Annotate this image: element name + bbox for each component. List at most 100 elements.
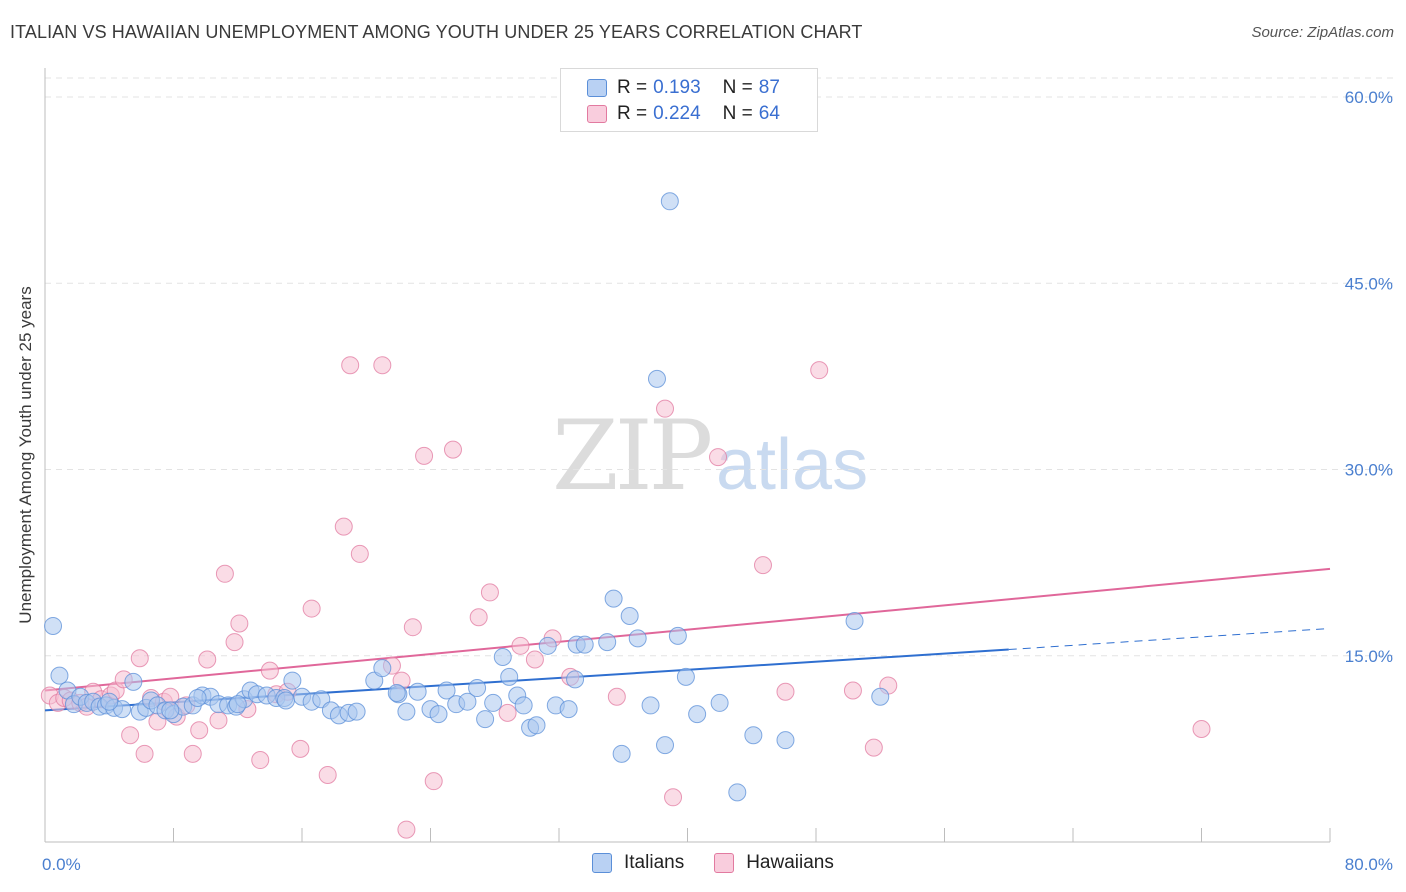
hawaiians-point — [302, 599, 321, 618]
r-label: R = — [617, 103, 648, 124]
hawaiians-legend-label: Hawaiians — [746, 852, 834, 873]
italians-point — [283, 671, 302, 690]
grid-lines — [45, 77, 1395, 657]
hawaiians-point — [415, 446, 434, 465]
hawaiians-point — [341, 356, 360, 375]
italians-point — [612, 744, 631, 763]
hawaiians-point — [190, 721, 209, 740]
legend-row-italians: R = 0.193 N = 87 — [587, 77, 780, 99]
hawaiians-trend-line — [44, 567, 1331, 692]
hawaiians-point — [334, 517, 353, 536]
italians-point — [397, 702, 416, 721]
hawaiians-point — [864, 738, 883, 757]
italians-legend-swatch — [592, 853, 612, 873]
italians-point — [100, 692, 119, 711]
hawaiians-point — [1192, 720, 1211, 739]
tick-labels: 15.0% 30.0% 45.0% 60.0% 0.0% 80.0% — [42, 88, 1393, 874]
italians-point — [641, 696, 660, 715]
italians-point — [500, 667, 519, 686]
italians-point — [387, 684, 406, 702]
hawaiians-point — [843, 681, 862, 700]
watermark-zip: ZIP — [552, 400, 713, 512]
italians-point — [276, 691, 295, 710]
italians-point — [468, 679, 487, 698]
hawaiians-point — [225, 633, 244, 652]
italians-point — [408, 682, 427, 701]
n-label: N = — [722, 103, 753, 124]
italians-point — [776, 731, 795, 750]
italians-point — [676, 667, 695, 686]
italians-point — [124, 672, 143, 691]
italians-point — [566, 670, 585, 689]
y-tick-label: 30.0% — [1345, 461, 1393, 480]
italians-point — [656, 736, 675, 755]
italians-trend-extension — [1008, 627, 1331, 651]
r-label: R = — [617, 77, 648, 98]
italians-point — [44, 616, 63, 635]
italians-point — [429, 705, 448, 724]
italians-point — [744, 726, 763, 745]
italians-point — [559, 700, 578, 719]
hawaiians-point — [607, 687, 626, 706]
hawaiians-swatch — [587, 105, 607, 123]
data-points — [40, 192, 1211, 839]
y-tick-label: 15.0% — [1345, 647, 1393, 666]
hawaiians-point — [121, 726, 140, 745]
legend-item-italians: Italians — [592, 852, 684, 874]
hawaiians-point — [291, 739, 310, 758]
legend-item-hawaiians: Hawaiians — [714, 852, 834, 874]
italians-point — [647, 369, 666, 388]
hawaiians-point — [776, 682, 795, 701]
r-value: 0.224 — [653, 103, 701, 124]
hawaiians-point — [469, 608, 488, 627]
italians-point — [484, 693, 503, 712]
italians-point — [668, 626, 687, 645]
italians-point — [604, 589, 623, 608]
hawaiians-point — [443, 440, 462, 459]
italians-point — [373, 659, 392, 678]
n-label: N = — [722, 77, 753, 98]
hawaiians-point — [130, 649, 149, 668]
hawaiians-point — [709, 448, 728, 467]
hawaiians-point — [183, 744, 202, 763]
correlation-legend: R = 0.193 N = 87 R = 0.224 N = 64 — [560, 68, 818, 132]
italians-point — [538, 636, 557, 655]
hawaiians-point — [230, 614, 249, 633]
hawaiians-point — [664, 788, 683, 807]
y-tick-label: 60.0% — [1345, 88, 1393, 107]
italians-point — [347, 702, 366, 721]
italians-point — [476, 710, 495, 729]
hawaiians-point — [260, 661, 279, 680]
hawaiians-point — [403, 618, 422, 637]
italians-point — [493, 647, 512, 666]
legend-row-hawaiians: R = 0.224 N = 64 — [587, 103, 780, 125]
italians-point — [688, 705, 707, 724]
y-tick-label: 45.0% — [1345, 274, 1393, 293]
hawaiians-point — [810, 361, 829, 380]
italians-point — [50, 666, 69, 685]
hawaiians-point — [397, 820, 416, 839]
series-legend: Italians Hawaiians — [592, 852, 864, 874]
italians-point — [514, 696, 533, 715]
italians-point — [728, 783, 747, 802]
hawaiians-legend-swatch — [714, 853, 735, 873]
italians-point — [710, 693, 729, 712]
hawaiians-point — [318, 765, 337, 784]
hawaiians-point — [424, 772, 443, 791]
hawaiians-point — [480, 583, 499, 602]
axes — [44, 68, 1331, 843]
italians-point — [161, 701, 180, 720]
hawaiians-point — [373, 356, 392, 375]
watermark-atlas: atlas — [716, 425, 869, 505]
n-value: 64 — [758, 103, 780, 124]
italians-point — [871, 687, 890, 706]
hawaiians-point — [209, 711, 228, 730]
hawaiians-point — [511, 636, 530, 655]
italians-point — [845, 611, 864, 630]
italians-point — [575, 635, 594, 654]
hawaiians-point — [753, 556, 772, 575]
italians-point — [188, 688, 207, 707]
source-label: Source: ZipAtlas.com — [1251, 24, 1394, 41]
chart-title: ITALIAN VS HAWAIIAN UNEMPLOYMENT AMONG Y… — [10, 22, 863, 42]
italians-legend-label: Italians — [624, 852, 685, 873]
